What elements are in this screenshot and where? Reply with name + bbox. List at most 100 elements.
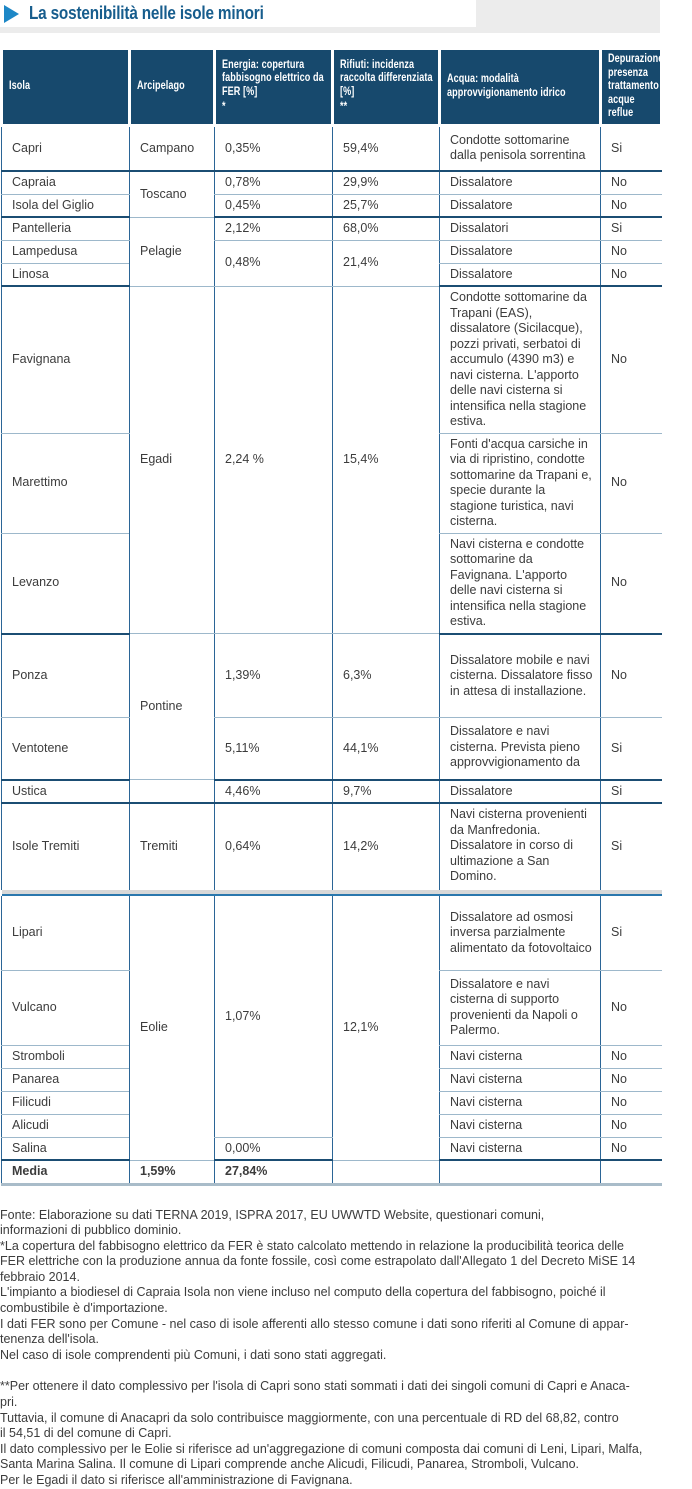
cell-acqua: Dissalatori: [439, 217, 601, 241]
cell-rifiuti: 29,9%: [332, 171, 440, 195]
col-header-acqua: Acqua: modalità approvvigionamento idric…: [438, 47, 602, 127]
cell-acqua: Navi cisterna: [439, 1068, 601, 1092]
footnote-line: combustibile è d'importazione.: [0, 1301, 168, 1316]
cell-acqua: Dissalatore ad osmosi inversa parzialmen…: [439, 896, 601, 971]
footnote-line: tenenza dell'isola.: [0, 1332, 99, 1347]
cell-acqua: Navi cisterna: [439, 1114, 601, 1138]
cell-isola: Levanzo: [1, 533, 130, 635]
table-row: Marettimo Fonti d'acqua carsiche in via …: [1, 433, 662, 534]
page-title: La sostenibilità nelle isole minori: [29, 3, 264, 23]
cell-energia: 0,00%: [214, 1137, 333, 1161]
cell-energia: 0,48%: [214, 240, 333, 287]
cell-energia: 1,07%: [214, 896, 333, 1138]
cell-isola: Linosa: [1, 263, 130, 287]
cell-empty: [332, 1160, 440, 1186]
cell-isola: Capri: [1, 125, 130, 172]
cell-isola: Lampedusa: [1, 240, 130, 264]
cell-acqua: Navi cisterna: [439, 1091, 601, 1115]
table-row: Ponza Pontine 1,39% 6,3% Dissalatore mob…: [1, 633, 662, 780]
col-header-isola: Isola: [0, 47, 131, 127]
col-header-energia: Energia: copertura fabbisogno elettrico …: [213, 47, 334, 127]
cell-energia: 0,35%: [214, 125, 333, 172]
cell-acqua: Navi cisterna: [439, 1045, 601, 1069]
cell-depurazione: No: [600, 1091, 662, 1115]
cell-depurazione: No: [600, 1068, 662, 1092]
cell-arcipelago: Egadi: [129, 286, 215, 634]
cell-arcipelago: Campano: [129, 125, 215, 172]
cell-depurazione: No: [600, 263, 662, 287]
cell-rifiuti: 44,1%: [332, 717, 440, 781]
cell-media-rd: 27,84%: [214, 1160, 333, 1186]
cell-arcipelago: [129, 779, 215, 804]
table-row: Favignana Egadi 2,24 % 15,4% Condotte so…: [1, 286, 662, 634]
footnote-line: febbraio 2014.: [0, 1269, 80, 1284]
cell-isola: Ponza: [1, 633, 130, 718]
cell-isola: Panarea: [1, 1068, 130, 1092]
cell-acqua: Fonti d'acqua carsiche in via di riprist…: [439, 433, 601, 534]
cell-isola: Isole Tremiti: [1, 803, 130, 890]
table-row: Capri Campano 0,35% 59,4% Condotte sotto…: [1, 125, 662, 172]
col-header-depurazione: Depurazione: presenza trattamento acque …: [599, 47, 666, 127]
footnote-line: Santa Marina Salina. Il comune di Lipari…: [0, 1457, 580, 1472]
cell-depurazione: Si: [600, 717, 662, 781]
cell-isola: Salina: [1, 1137, 130, 1161]
cell-isola: Capraia: [1, 171, 130, 195]
play-triangle-icon: [4, 4, 19, 23]
footnote-line: FER elettriche con la produzione annua d…: [0, 1254, 636, 1269]
table-row: Capraia Toscano 0,78% 29,9% Dissalatore …: [1, 171, 662, 218]
footnotes: Fonte: Elaborazione su dati TERNA 2019, …: [0, 1208, 692, 1489]
cell-arcipelago: Pelagie: [129, 217, 215, 287]
cell-energia: 5,11%: [214, 717, 333, 781]
sustainability-table: Isola Arcipelago Energia: copertura fabb…: [0, 47, 666, 1186]
cell-depurazione: Si: [600, 125, 662, 172]
footnote-line: Nel caso di isole comprendenti più Comun…: [0, 1347, 387, 1362]
table-row: Lampedusa 0,48% 21,4% Dissalatore No: [1, 240, 662, 287]
cell-energia: 1,39%: [214, 633, 333, 718]
table-row: Lipari Eolie 1,07% 12,1% Dissalatore ad …: [1, 896, 662, 1161]
table-row: Pantelleria Pelagie 2,12% 68,0% Dissalat…: [1, 217, 662, 287]
cell-depurazione: Si: [600, 217, 662, 241]
cell-acqua: Dissalatore e navi cisterna. Prevista pi…: [439, 717, 601, 781]
cell-energia: 0,45%: [214, 194, 333, 218]
cell-isola: Alicudi: [1, 1114, 130, 1138]
cell-depurazione: Si: [600, 779, 662, 804]
cell-energia: 2,24 %: [214, 286, 333, 634]
table-row: Isola del Giglio 0,45% 25,7% Dissalatore…: [1, 194, 662, 218]
cell-acqua: Dissalatore: [439, 240, 601, 264]
col-header-arcipelago: Arcipelago: [128, 47, 216, 127]
cell-energia: 4,46%: [214, 779, 333, 804]
cell-rifiuti: 9,7%: [332, 779, 440, 804]
cell-rifiuti: 14,2%: [332, 803, 440, 890]
cell-depurazione: No: [600, 240, 662, 264]
footnote-line: Il dato complessivo per le Eolie si rife…: [0, 1441, 643, 1456]
cell-arcipelago: Tremiti: [129, 803, 215, 890]
cell-acqua: Condotte sottomarine dalla penisola sorr…: [439, 125, 601, 172]
footnote-line: **Per ottenere il dato complessivo per l…: [0, 1379, 630, 1394]
cell-rifiuti: 12,1%: [332, 896, 440, 1161]
cell-isola: Isola del Giglio: [1, 194, 130, 218]
cell-depurazione: No: [600, 533, 662, 635]
media-row: Media 1,59% 27,84%: [1, 1160, 662, 1186]
cell-isola: Ustica: [1, 779, 130, 804]
cell-acqua: Dissalatore: [439, 171, 601, 195]
header-row: Isola Arcipelago Energia: copertura fabb…: [0, 47, 666, 127]
cell-acqua: Dissalatore: [439, 194, 601, 218]
page-break-divider: [1, 890, 662, 896]
cell-empty: [600, 1160, 662, 1186]
cell-depurazione: No: [600, 1045, 662, 1069]
cell-isola: Ventotene: [1, 717, 130, 781]
cell-rifiuti: 59,4%: [332, 125, 440, 172]
cell-energia: 0,78%: [214, 171, 333, 195]
cell-arcipelago: Toscano: [129, 171, 215, 218]
cell-depurazione: No: [600, 194, 662, 218]
cell-acqua: Dissalatore: [439, 779, 601, 804]
cell-rifiuti: 21,4%: [332, 240, 440, 287]
cell-arcipelago: Pontine: [129, 633, 215, 780]
cell-depurazione: No: [600, 1137, 662, 1161]
table-row: Filicudi Navi cisterna No: [1, 1091, 662, 1115]
table-row: Linosa Dissalatore No: [1, 263, 662, 287]
cell-acqua: Dissalatore mobile e navi cisterna. Diss…: [439, 633, 601, 718]
cell-isola: Stromboli: [1, 1045, 130, 1069]
footnote-line: Per le Egadi il dato si riferisce all'am…: [0, 1473, 353, 1487]
table-row: Levanzo Navi cisterna e condotte sottoma…: [1, 533, 662, 635]
